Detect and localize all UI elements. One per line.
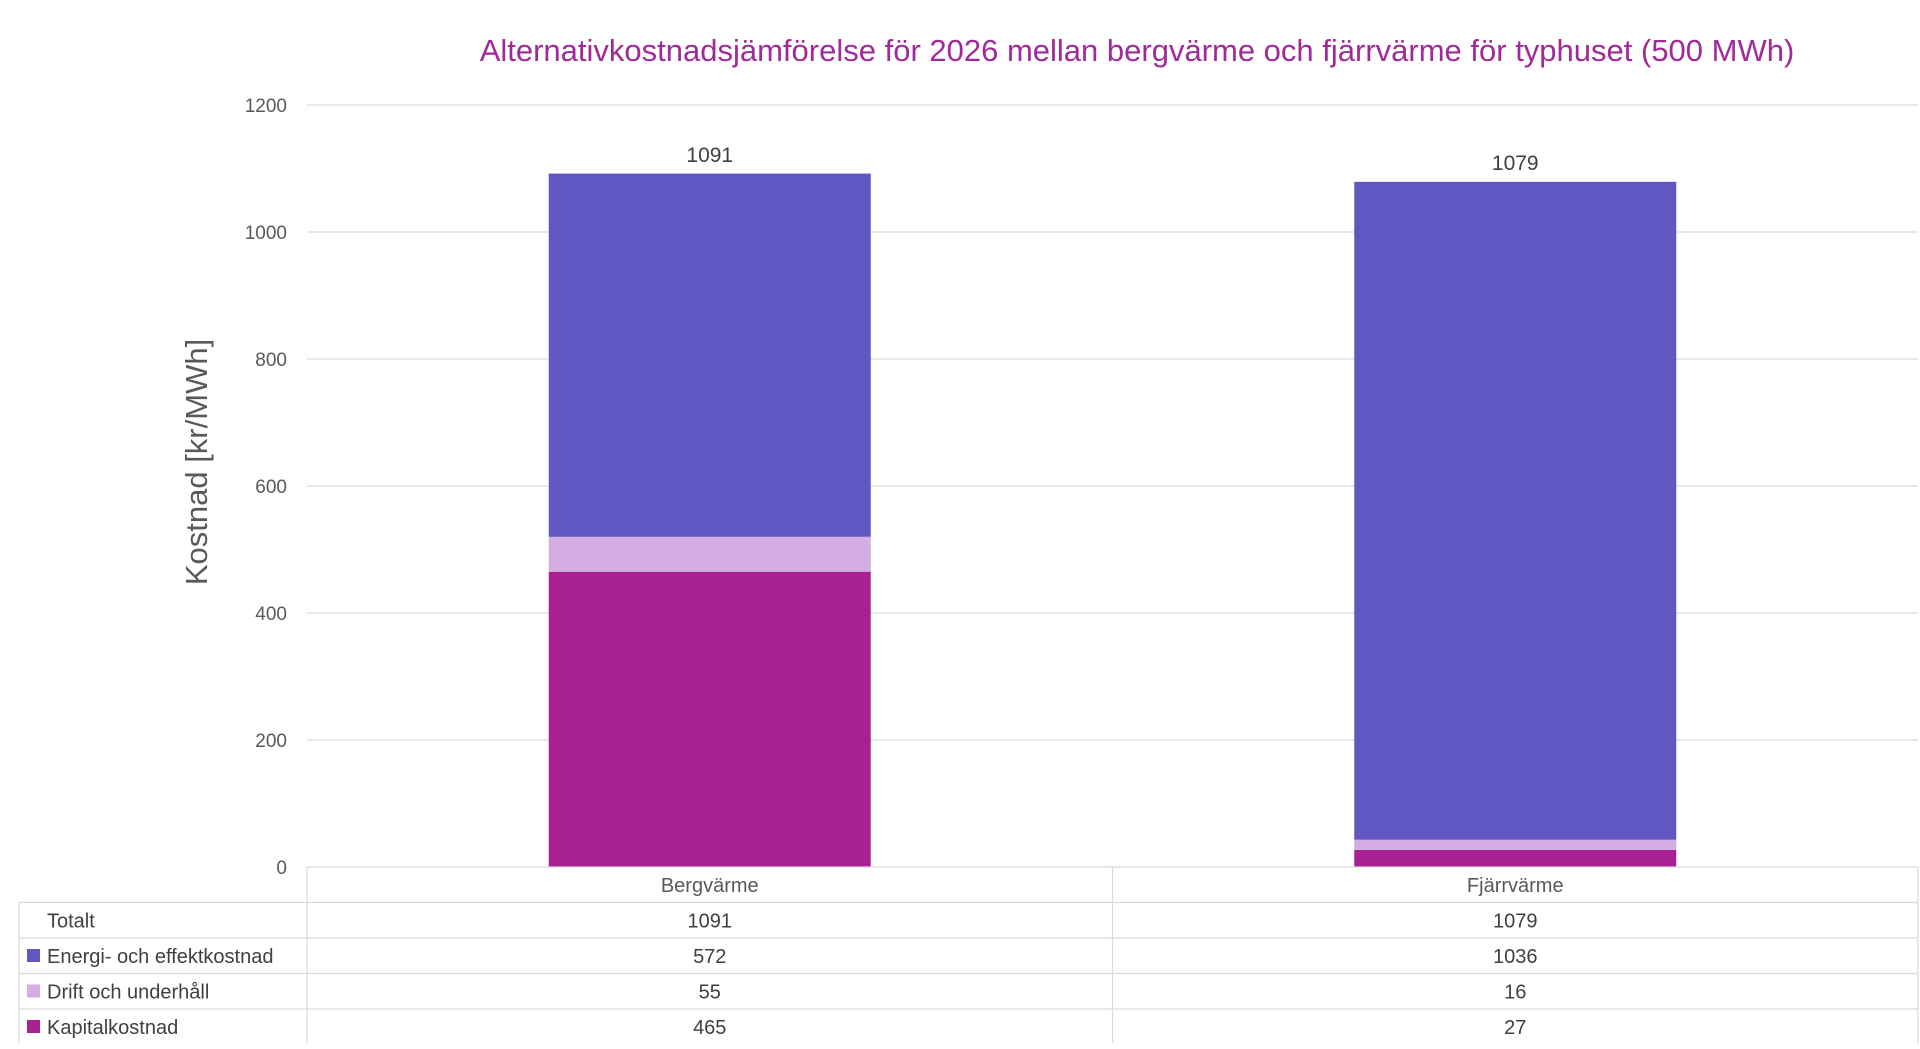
bar-segment	[1354, 839, 1677, 850]
table-cell: 1091	[688, 911, 733, 933]
y-tick-label: 1000	[245, 223, 287, 244]
x-category-label: Bergvärme	[661, 875, 759, 897]
bars	[548, 173, 1677, 867]
bar-segment	[548, 571, 871, 867]
table-row-label: Kapitalkostnad	[47, 1017, 178, 1039]
data-table: Bergvärme Fjärrvärme Totalt 1091 1079 Energi-…	[18, 866, 1919, 1043]
table-cell: 1036	[1493, 946, 1538, 968]
y-tick-label: 400	[255, 604, 287, 625]
legend-key	[27, 984, 40, 998]
bar-segment	[1354, 181, 1677, 840]
legend-key	[27, 949, 40, 962]
legend-key	[27, 1020, 40, 1033]
table-cell: 27	[1504, 1017, 1526, 1039]
bar-segment	[1354, 849, 1677, 867]
total-data-label: 1091	[686, 144, 733, 167]
x-category-label: Fjärrvärme	[1467, 875, 1564, 897]
data-labels: 1091 1079	[686, 144, 1538, 175]
table-row-label: Totalt	[47, 911, 95, 933]
table-cell: 1079	[1493, 911, 1538, 933]
y-tick-label: 1200	[245, 96, 287, 117]
table-cell: 55	[699, 982, 721, 1004]
table-cell: 16	[1504, 982, 1526, 1004]
y-axis-label: Kostnad [kr/MWh]	[179, 339, 214, 585]
table-cell: 465	[693, 1017, 726, 1039]
y-tick-label: 200	[255, 731, 287, 752]
total-data-label: 1079	[1492, 152, 1539, 175]
table-cell: 572	[693, 946, 726, 968]
table-row-label: Drift och underhåll	[47, 982, 209, 1004]
chart-title: Alternativkostnadsjämförelse för 2026 me…	[480, 33, 1795, 68]
bar-segment	[548, 536, 871, 572]
table-row-label: Energi- och effektkostnad	[47, 946, 273, 968]
bar-segment	[548, 173, 871, 537]
y-tick-label: 600	[255, 477, 287, 498]
y-tick-label: 800	[255, 350, 287, 371]
y-tick-label: 0	[276, 858, 287, 879]
